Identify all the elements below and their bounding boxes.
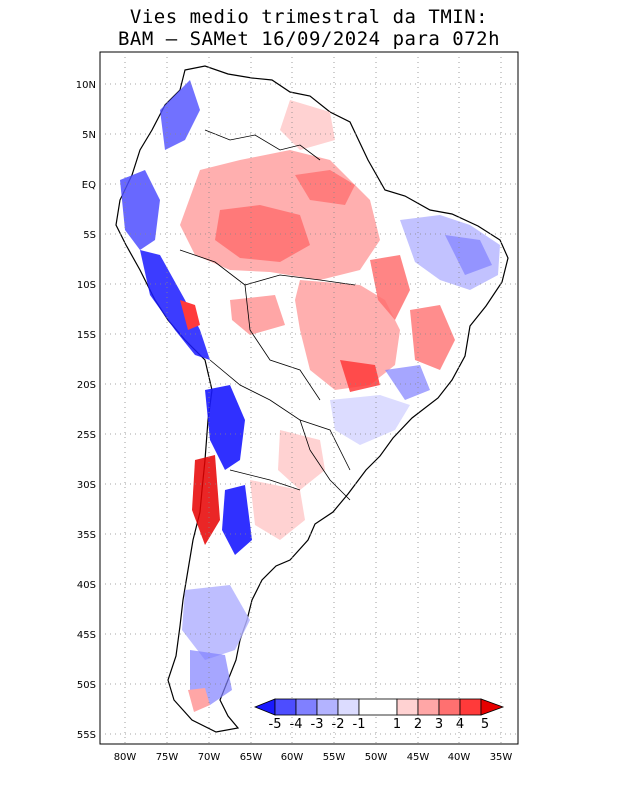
colorbar-swatch <box>337 698 360 716</box>
colorbar-swatch <box>417 698 440 716</box>
lon-tick: 45W <box>407 752 430 763</box>
lat-tick: 5S <box>83 230 96 241</box>
colorbar-swatch <box>396 698 419 716</box>
lon-tick: 65W <box>240 752 263 763</box>
lat-tick: 15S <box>77 330 96 341</box>
lat-tick: 35S <box>77 530 96 541</box>
map-subtitle: BAM – SAMet 16/09/2024 para 072h <box>117 28 501 50</box>
graticule <box>100 52 518 744</box>
colorbar-label: -1 <box>353 717 366 732</box>
lat-tick: 45S <box>77 630 96 641</box>
colorbar-label: 1 <box>393 717 401 732</box>
colorbar-arrow-right <box>480 698 505 716</box>
colorbar-swatch <box>438 698 461 716</box>
colorbar-swatch <box>274 698 297 716</box>
colorbar-swatch <box>459 698 482 716</box>
colorbar-swatch <box>295 698 318 716</box>
lat-tick: 5N <box>82 130 96 141</box>
colorbar-swatch <box>316 698 339 716</box>
colorbar-swatch <box>358 698 398 716</box>
lat-tick: 25S <box>77 430 96 441</box>
colorbar: -5 -4 -3 -2 -1 1 2 3 4 5 <box>253 698 505 732</box>
lat-tick: 10N <box>76 80 96 91</box>
lon-tick: 50W <box>365 752 388 763</box>
colorbar-label: 2 <box>414 717 422 732</box>
lon-tick: 80W <box>114 752 137 763</box>
lon-tick: 75W <box>156 752 179 763</box>
lon-tick: 40W <box>448 752 471 763</box>
lat-tick: 20S <box>77 380 96 391</box>
lat-tick: EQ <box>82 180 96 191</box>
colorbar-label: 5 <box>481 717 489 732</box>
lat-tick: 40S <box>77 580 96 591</box>
colorbar-label: 4 <box>456 717 464 732</box>
lon-tick: 70W <box>198 752 221 763</box>
lat-axis: 10N 5N EQ 5S 10S 15S 20S 25S 30S 35S 40S… <box>76 80 96 741</box>
country-borders <box>179 129 356 501</box>
colorbar-label: -5 <box>269 717 282 732</box>
lat-tick: 50S <box>77 680 96 691</box>
lat-tick: 30S <box>77 480 96 491</box>
colorbar-label: -3 <box>311 717 324 732</box>
lon-tick: 55W <box>323 752 346 763</box>
colorbar-label: -4 <box>290 717 303 732</box>
colorbar-label: 3 <box>435 717 443 732</box>
map-title: Vies medio trimestral da TMIN: <box>129 6 489 28</box>
colorbar-label: -2 <box>332 717 345 732</box>
lon-tick: 60W <box>281 752 304 763</box>
lon-axis: 80W 75W 70W 65W 60W 55W 50W 45W 40W 35W <box>114 752 513 763</box>
lon-tick: 35W <box>490 752 513 763</box>
lat-tick: 10S <box>77 280 96 291</box>
lat-tick: 55S <box>77 730 96 741</box>
